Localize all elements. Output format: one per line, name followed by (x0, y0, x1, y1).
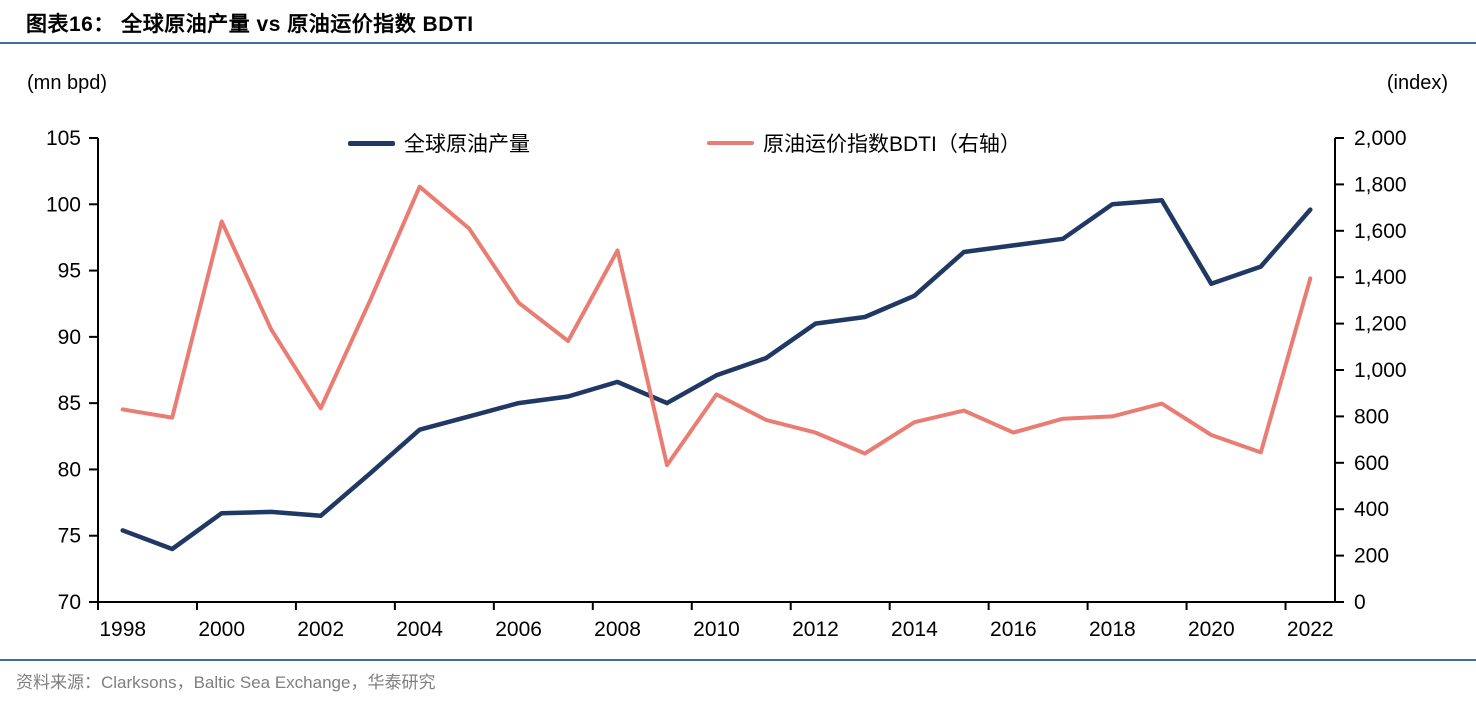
title-divider (0, 42, 1476, 44)
right-axis-unit-label: (index) (1386, 72, 1448, 94)
x-axis-tick-label: 2002 (297, 618, 344, 641)
left-axis-tick-label: 85 (58, 392, 81, 415)
bdti-data-line (120, 184, 1313, 468)
left-axis-tick-label: 75 (58, 525, 81, 548)
x-axis-tick-label: 2004 (396, 618, 443, 641)
left-axis-tick-label: 100 (46, 193, 81, 216)
right-axis-tick-label: 200 (1354, 545, 1389, 568)
legend-item-production: 全球原油产量 (348, 128, 530, 158)
bdti-line-swatch (707, 141, 754, 145)
footer-divider (0, 659, 1476, 661)
left-axis-unit-label: (mn bpd) (27, 72, 108, 94)
x-axis-tick-label: 2000 (198, 618, 245, 641)
x-axis-tick-label: 2008 (594, 618, 641, 641)
right-axis-tick-label: 2,000 (1354, 127, 1407, 150)
figure-title: 图表16： 全球原油产量 vs 原油运价指数 BDTI (26, 13, 474, 36)
left-axis-tick-label: 70 (58, 591, 81, 614)
left-axis-tick-label: 105 (46, 127, 81, 150)
left-axis-tick-label: 90 (58, 326, 81, 349)
right-axis-tick-label: 1,400 (1354, 266, 1407, 289)
x-axis-tick-label: 2020 (1188, 618, 1235, 641)
source-note: 资料来源：Clarksons，Baltic Sea Exchange，华泰研究 (16, 673, 436, 692)
right-axis-tick-label: 1,800 (1354, 173, 1407, 196)
x-axis-tick-label: 2018 (1089, 618, 1136, 641)
x-axis-tick-label: 2014 (891, 618, 938, 641)
right-axis-tick-label: 0 (1354, 591, 1366, 614)
production-line-swatch (348, 140, 395, 146)
right-axis-tick-label: 1,600 (1354, 220, 1407, 243)
legend-label-bdti: 原油运价指数BDTI（右轴） (763, 133, 1021, 156)
right-axis-tick-label: 400 (1354, 498, 1389, 521)
left-axis-tick-label: 80 (58, 458, 81, 481)
legend-label-production: 全球原油产量 (404, 133, 530, 156)
left-axis-tick-label: 95 (58, 260, 81, 283)
x-axis-tick-label: 2006 (495, 618, 542, 641)
legend-item-bdti: 原油运价指数BDTI（右轴） (707, 128, 1021, 158)
x-axis-tick-label: 1998 (99, 618, 146, 641)
right-axis-tick-label: 1,000 (1354, 359, 1407, 382)
right-axis-tick-label: 1,200 (1354, 313, 1407, 336)
right-axis-tick-label: 600 (1354, 452, 1389, 475)
x-axis-tick-label: 2022 (1287, 618, 1334, 641)
chart-legend: 全球原油产量 原油运价指数BDTI（右轴） (0, 128, 1476, 158)
right-axis-tick-label: 800 (1354, 405, 1389, 428)
production-data-line (120, 198, 1313, 552)
x-axis-tick-label: 2012 (792, 618, 839, 641)
x-axis-tick-label: 2010 (693, 618, 740, 641)
x-axis-tick-label: 2016 (990, 618, 1037, 641)
